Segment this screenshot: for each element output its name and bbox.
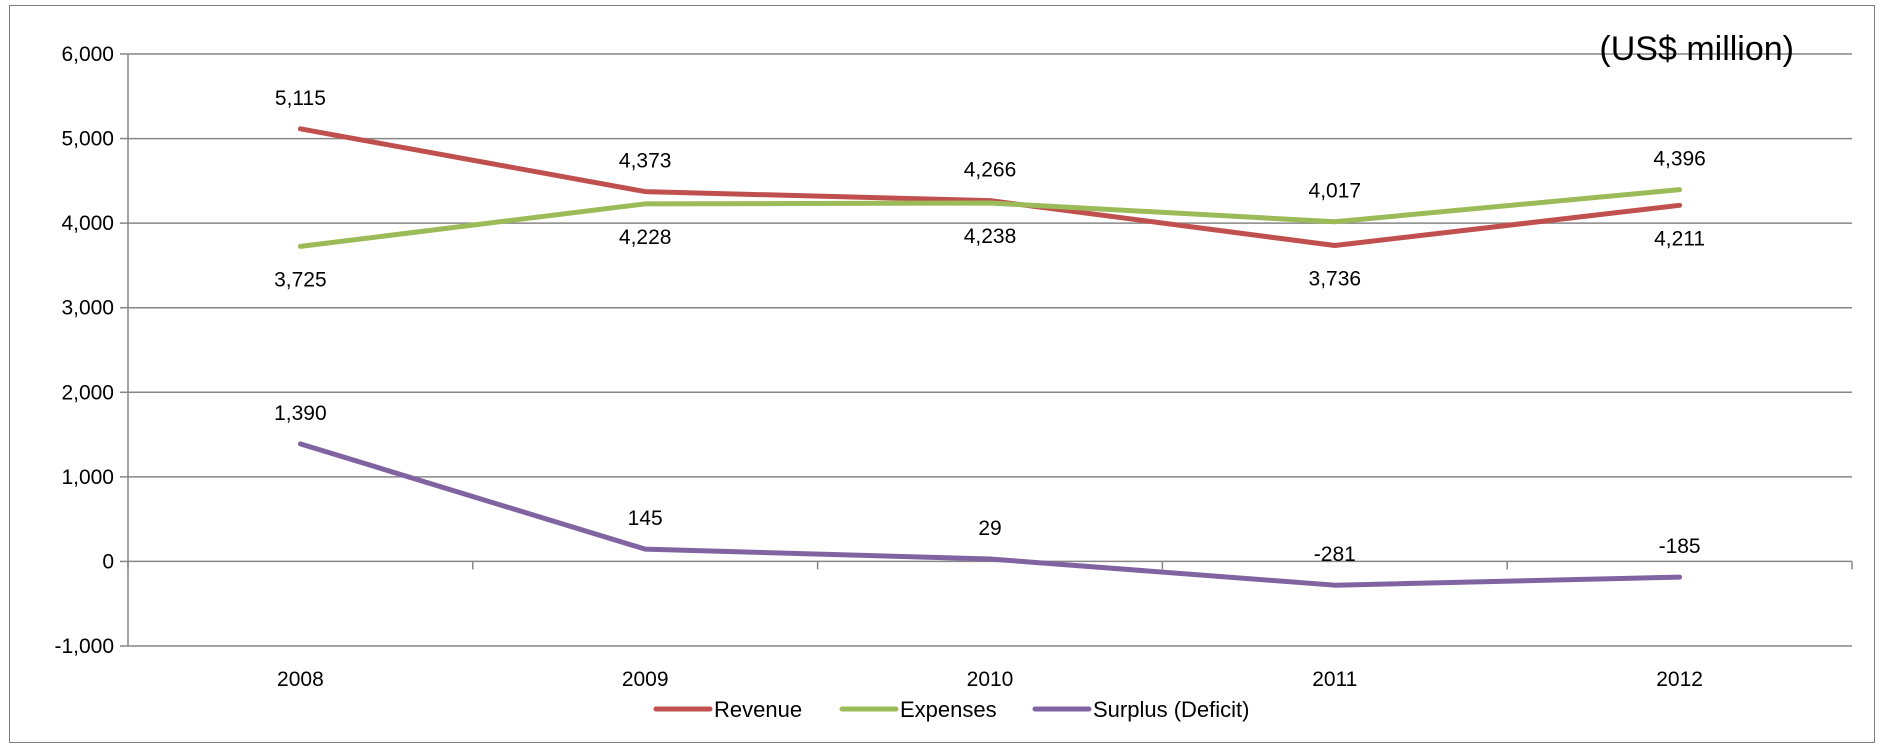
data-label: 4,396: [1653, 148, 1706, 171]
legend: Revenue Expenses Surplus (Deficit): [653, 697, 1249, 722]
x-tick-label: 2010: [967, 668, 1014, 691]
line-chart: -1,000 0 1,000 2,000 3,000 4,000 5,000 6,000 200…: [54, 30, 1853, 722]
y-tick-label: 1,000: [61, 466, 114, 489]
y-tick-label: 0: [102, 550, 114, 573]
x-tick-label: 2009: [622, 668, 669, 691]
data-label: 1,390: [274, 402, 327, 425]
data-label: 4,373: [619, 150, 672, 173]
legend-label: Surplus (Deficit): [1093, 697, 1249, 722]
data-label: 3,736: [1309, 267, 1362, 290]
data-labels: 5,115 4,373 4,266 3,736 4,211 3,725 4,228 4,238…: [274, 87, 1706, 566]
series-line: [297, 187, 1683, 249]
y-tick-label: 3,000: [61, 297, 114, 320]
legend-label: Revenue: [714, 697, 802, 722]
data-label: 3,725: [274, 268, 327, 291]
data-label: 4,266: [964, 159, 1017, 182]
x-tick-label: 2011: [1312, 668, 1357, 691]
y-tick-label: -1,000: [54, 635, 114, 658]
data-label: 145: [628, 507, 663, 530]
y-tick-label: 6,000: [61, 43, 114, 66]
y-tick-label: 2,000: [61, 381, 114, 404]
data-label: 29: [978, 517, 1001, 540]
data-label: 4,211: [1654, 227, 1705, 250]
unit-label: (US$ million): [1599, 30, 1794, 68]
data-label: -281: [1314, 543, 1356, 566]
data-label: 4,017: [1309, 180, 1362, 203]
y-tick-label: 4,000: [61, 212, 114, 235]
legend-label: Expenses: [900, 697, 997, 722]
series-lines: [297, 126, 1683, 588]
axes: -1,000 0 1,000 2,000 3,000 4,000 5,000 6,000 200…: [54, 43, 1853, 691]
data-label: 4,228: [619, 226, 672, 249]
y-tick-label: 5,000: [61, 128, 114, 151]
series-line: [297, 441, 1683, 588]
data-label: 5,115: [275, 87, 326, 110]
data-label: 4,238: [964, 225, 1017, 248]
x-tick-label: 2008: [277, 668, 324, 691]
data-label: -185: [1659, 535, 1701, 558]
chart-frame: -1,000 0 1,000 2,000 3,000 4,000 5,000 6,000 200…: [9, 5, 1875, 743]
x-tick-label: 2012: [1656, 668, 1703, 691]
